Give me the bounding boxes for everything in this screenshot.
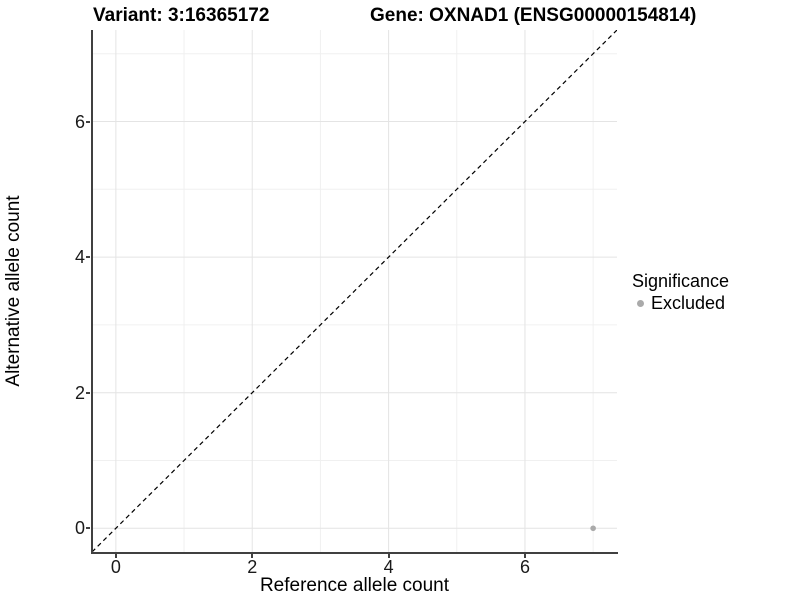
y-axis-tick xyxy=(86,527,90,530)
x-axis-tick xyxy=(523,554,526,558)
data-point xyxy=(590,525,596,532)
legend-item-excluded: Excluded xyxy=(632,293,729,313)
x-tick-label: 0 xyxy=(110,557,121,577)
x-axis-tick xyxy=(251,554,254,558)
y-axis-tick xyxy=(86,120,90,123)
x-tick-label: 4 xyxy=(383,557,394,577)
y-axis-tick xyxy=(86,256,90,259)
y-axis-line xyxy=(91,30,93,554)
legend: Significance Excluded xyxy=(632,271,729,313)
x-axis-title: Reference allele count xyxy=(259,575,450,596)
y-tick-label: 2 xyxy=(74,382,85,403)
x-tick-label: 6 xyxy=(519,557,530,577)
y-tick-label: 6 xyxy=(74,111,85,132)
y-tick-label: 4 xyxy=(74,247,85,268)
x-axis-tick xyxy=(387,554,390,558)
excluded-point-icon xyxy=(637,299,644,307)
plot-panel xyxy=(92,30,617,552)
y-tick-label: 0 xyxy=(74,518,85,539)
variant-title: Variant: 3:16365172 xyxy=(93,5,270,26)
gene-title: Gene: OXNAD1 (ENSG00000154814) xyxy=(370,5,697,26)
plot-canvas xyxy=(92,30,617,552)
x-tick-label: 2 xyxy=(247,557,258,577)
x-axis-tick xyxy=(114,554,117,558)
y-axis-title: Alternative allele count xyxy=(3,195,24,387)
identity-reference-line xyxy=(92,30,617,552)
legend-title: Significance xyxy=(632,271,730,291)
y-axis-tick xyxy=(86,391,90,394)
x-axis-line xyxy=(91,552,618,554)
legend-item-label: Excluded xyxy=(651,293,726,313)
